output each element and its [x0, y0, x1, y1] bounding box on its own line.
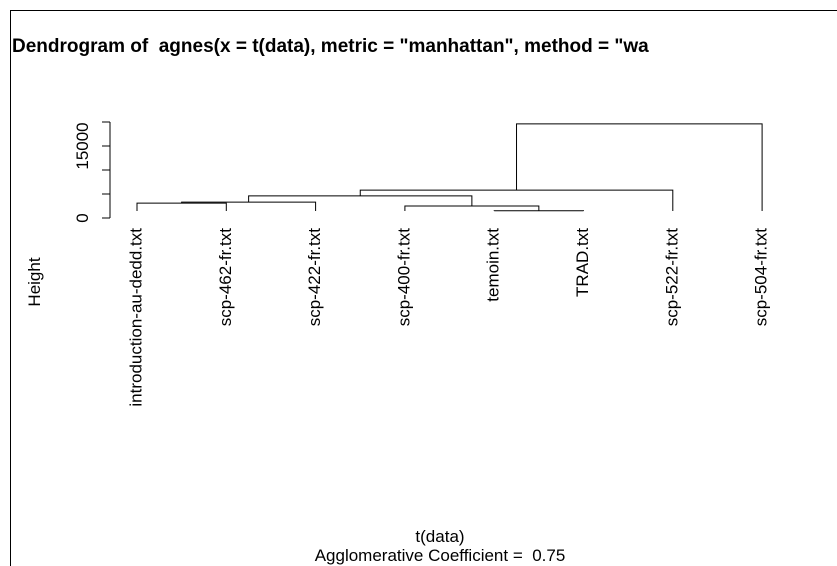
x-axis-label: t(data) [415, 527, 464, 546]
y-tick-label: 15000 [73, 122, 92, 169]
merge-link [248, 195, 473, 206]
leaf-label: scp-522-fr.txt [662, 228, 681, 327]
y-tick-label: 0 [73, 213, 92, 222]
merge-link [359, 189, 674, 211]
y-axis-label: Height [25, 257, 44, 306]
leaf-label: scp-400-fr.txt [394, 228, 413, 327]
leaf-label: temoin.txt [484, 228, 503, 302]
leaf-label: scp-504-fr.txt [752, 228, 771, 327]
chart-title: Dendrogram of agnes(x = t(data), metric … [12, 36, 649, 57]
leaf-label: introduction-au-dedd.txt [126, 228, 145, 407]
merge-link [516, 123, 763, 211]
subtitle: Agglomerative Coefficient = 0.75 [315, 546, 566, 565]
merge-link [404, 205, 540, 211]
merge-link [136, 202, 227, 211]
leaf-label: TRAD.txt [573, 228, 592, 297]
leaf-label: scp-462-fr.txt [216, 228, 235, 327]
leaf-label: scp-422-fr.txt [305, 228, 324, 327]
plot-border [10, 10, 837, 566]
